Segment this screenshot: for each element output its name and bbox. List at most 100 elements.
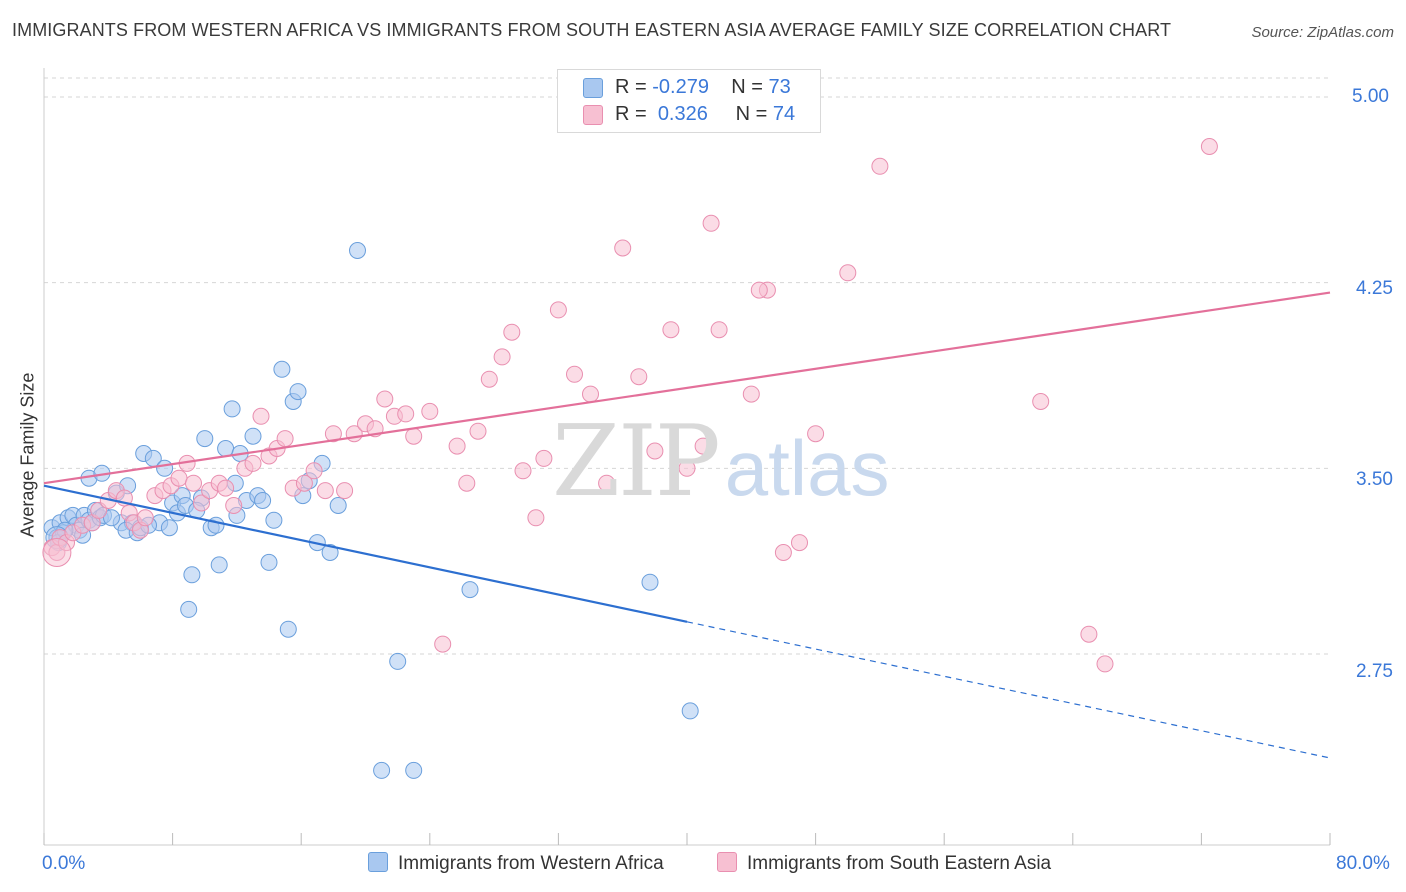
data-point (136, 509, 154, 527)
data-point (336, 482, 354, 500)
data-point (324, 425, 342, 443)
data-point (791, 534, 808, 552)
data-point (839, 264, 857, 282)
data-point (514, 462, 532, 480)
data-point (217, 440, 235, 457)
data-point (210, 556, 228, 574)
y-tick-label: 3.50 (1356, 469, 1393, 490)
data-point (566, 365, 583, 383)
data-point (1032, 393, 1050, 410)
data-point (279, 620, 297, 638)
data-point (549, 301, 567, 319)
data-point (223, 400, 241, 418)
data-point (376, 390, 394, 408)
n-value-south-eastern-asia: 74 (772, 103, 796, 125)
data-point (421, 402, 439, 420)
data-point (244, 427, 262, 445)
data-point (405, 427, 423, 445)
data-point (662, 321, 680, 339)
watermark: ZIPatlas (552, 405, 890, 519)
data-point (225, 497, 243, 514)
data-point (1096, 655, 1114, 673)
legend-swatch-pink (717, 852, 737, 872)
data-point-cluster (42, 538, 72, 567)
data-point (458, 474, 476, 492)
trend-lines (43, 291, 1331, 759)
data-point (103, 509, 120, 527)
data-point (405, 761, 423, 779)
data-point (217, 479, 235, 497)
axes (43, 68, 1331, 846)
data-point (160, 519, 178, 537)
data-point (535, 449, 553, 467)
n-value-western-africa: 73 (768, 76, 791, 98)
data-point (316, 482, 334, 500)
data-point (742, 385, 760, 403)
data-point (493, 348, 511, 366)
data-point (196, 430, 214, 448)
data-point (871, 157, 889, 175)
data-point (480, 370, 498, 388)
data-point (349, 242, 366, 259)
data-point (1200, 138, 1218, 155)
data-point (156, 459, 174, 477)
data-point (289, 383, 307, 401)
data-point (185, 474, 202, 492)
y-tick-label: 5.00 (1352, 86, 1389, 107)
grid-lines (44, 77, 1330, 655)
trend-line-south-eastern-asia (43, 291, 1331, 485)
chart-title: IMMIGRANTS FROM WESTERN AFRICA VS IMMIGR… (12, 20, 1172, 40)
data-point (448, 437, 466, 455)
data-point (681, 702, 699, 720)
legend-item-western-africa[interactable]: Immigrants from Western Africa (368, 852, 664, 875)
y-axis-title: Average Family Size (17, 372, 38, 538)
data-point (710, 321, 728, 339)
data-point (461, 581, 479, 599)
y-tick-label: 4.25 (1356, 278, 1393, 299)
data-point (252, 407, 270, 425)
data-point (678, 459, 696, 477)
y-tick-label: 2.75 (1356, 661, 1393, 682)
data-point (321, 544, 339, 561)
correlation-legend: R = -0.279 N = 73 R = 0.326 N = 74 (557, 69, 821, 133)
data-point (207, 516, 225, 534)
data-point (276, 430, 294, 448)
data-point (1080, 625, 1098, 643)
legend-swatch-pink (583, 105, 603, 125)
legend-swatch-blue (583, 78, 603, 98)
data-point (694, 437, 712, 455)
data-point (614, 239, 632, 257)
data-point (244, 454, 262, 472)
r-value-south-eastern-asia: 0.326 (657, 103, 708, 125)
data-point (273, 360, 291, 378)
data-point (265, 511, 283, 529)
trend-line-western-africa-extension (686, 621, 1331, 759)
data-point (750, 281, 768, 299)
data-point (598, 474, 616, 492)
data-point (469, 422, 487, 440)
data-point (193, 494, 210, 512)
trend-line-western-africa (43, 484, 688, 623)
data-point (527, 509, 545, 527)
data-point (254, 492, 272, 509)
data-point (170, 469, 188, 487)
data-point (434, 635, 452, 653)
source-credit: Source: ZipAtlas.com (1251, 24, 1394, 41)
data-point (641, 573, 659, 591)
legend-item-south-eastern-asia[interactable]: Immigrants from South Eastern Asia (717, 852, 1051, 875)
data-point (389, 652, 407, 670)
data-point (373, 761, 391, 779)
r-value-western-africa: -0.279 (652, 76, 709, 98)
data-point (260, 553, 278, 571)
data-point (329, 497, 347, 514)
data-point (646, 442, 664, 460)
data-point (295, 474, 313, 492)
data-point (807, 425, 825, 443)
data-point (630, 368, 648, 386)
data-point (503, 323, 521, 341)
legend-swatch-blue (368, 852, 388, 872)
x-tick-label-min: 0.0% (42, 853, 86, 874)
data-point (305, 462, 323, 480)
data-point (180, 600, 198, 618)
